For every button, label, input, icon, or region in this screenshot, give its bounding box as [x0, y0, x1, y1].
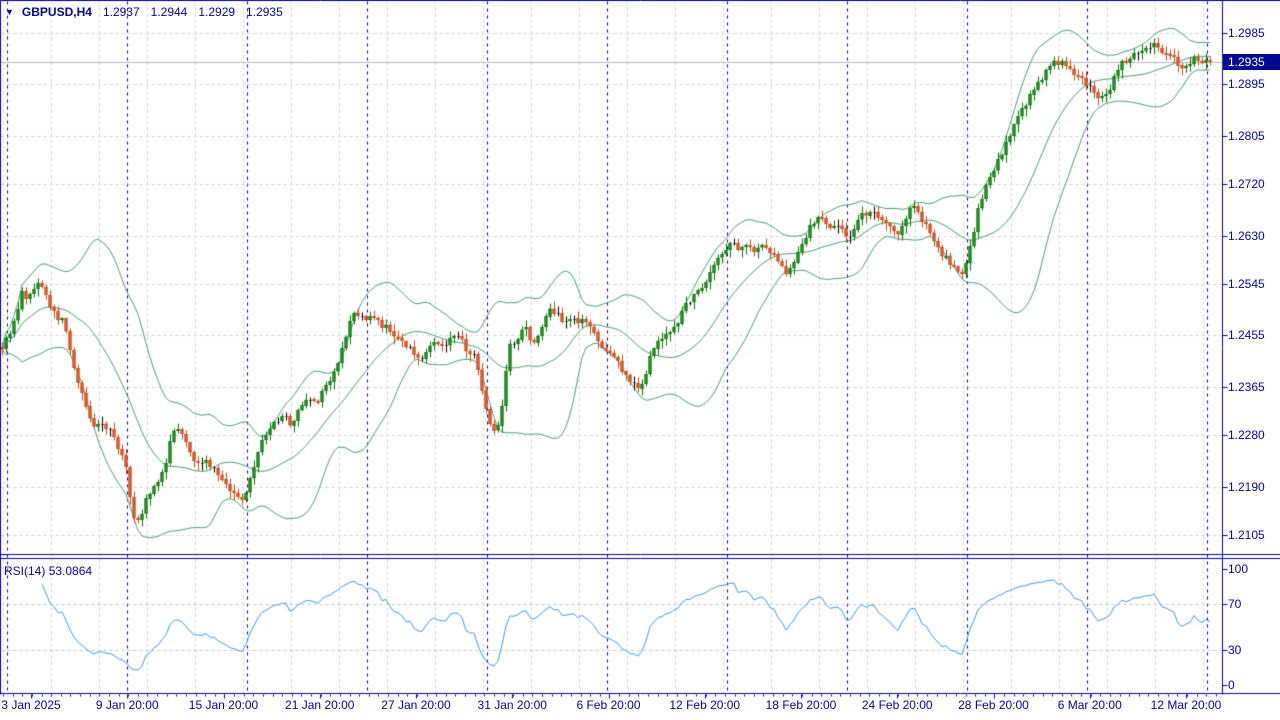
- time-axis-label: 12 Feb 20:00: [669, 698, 741, 712]
- price-axis-label: 1.2280: [1228, 428, 1265, 443]
- rsi-axis-label: 30: [1228, 643, 1242, 658]
- time-axis-label: 3 Jan 2025: [1, 698, 61, 712]
- price-axis-label: 1.2805: [1228, 128, 1265, 143]
- quote-high: 1.2944: [150, 5, 188, 19]
- price-axis-label: 1.2630: [1228, 228, 1265, 243]
- rsi-axis-label: 0: [1228, 678, 1235, 693]
- price-axis-label: 1.2105: [1228, 527, 1265, 542]
- price-axis-label: 1.2720: [1228, 177, 1265, 192]
- time-axis-label: 24 Feb 20:00: [861, 698, 933, 712]
- price-axis-label: 1.2895: [1228, 77, 1265, 92]
- price-axis-label: 1.2545: [1228, 276, 1265, 291]
- time-axis-label: 12 Mar 20:00: [1150, 698, 1222, 712]
- time-axis-label: 28 Feb 20:00: [958, 698, 1029, 712]
- time-axis-label: 6 Mar 20:00: [1057, 698, 1122, 712]
- price-axis-label: 1.2985: [1228, 26, 1265, 40]
- chart-title: ▼ GBPUSD,H4 1.2937 1.2944 1.2929 1.2935: [5, 5, 283, 19]
- price-axis[interactable]: [1223, 0, 1280, 694]
- rsi-axis-label: 100: [1228, 561, 1249, 576]
- time-axis-label: 18 Feb 20:00: [765, 698, 837, 712]
- symbol-period-label: GBPUSD,H4: [21, 5, 92, 19]
- quote-open: 1.2937: [102, 5, 140, 19]
- time-axis-label: 21 Jan 20:00: [285, 698, 355, 712]
- price-axis-label: 1.2190: [1228, 479, 1265, 494]
- time-axis-label: 27 Jan 20:00: [381, 698, 451, 712]
- time-axis-label: 15 Jan 20:00: [188, 698, 259, 712]
- symbol-arrow-icon: ▼: [5, 7, 14, 17]
- price-axis-label: 1.2455: [1228, 328, 1265, 343]
- quote-close: 1.2935: [246, 5, 283, 19]
- rsi-axis-label: 70: [1228, 596, 1242, 611]
- rsi-indicator-label: RSI(14) 53.0864: [4, 564, 92, 578]
- current-price-badge: 1.2935: [1223, 53, 1280, 70]
- time-axis-label: 9 Jan 20:00: [95, 698, 159, 712]
- price-axis-label: 1.2365: [1228, 379, 1265, 394]
- rsi-value: 53.0864: [48, 564, 93, 578]
- time-axis-label: 6 Feb 20:00: [576, 698, 641, 712]
- time-axis-label: 31 Jan 20:00: [477, 698, 547, 712]
- rsi-name: RSI(14): [4, 564, 46, 578]
- quote-low: 1.2929: [198, 5, 236, 19]
